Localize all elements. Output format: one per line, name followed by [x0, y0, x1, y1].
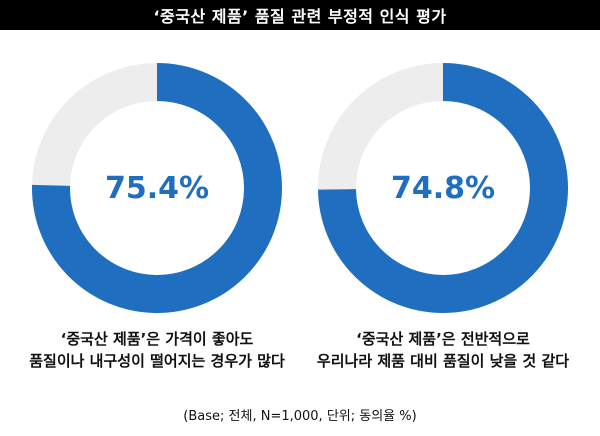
- donut-1-caption-line-1: ‘중국산 제품’은 가격이 좋아도: [60, 330, 254, 348]
- donut-1-value-label: 75.4%: [104, 170, 210, 206]
- donut-panel-overall-quality: 74.8% ‘중국산 제품’은 전반적으로 우리나라 제품 대비 품질이 낮을 …: [313, 58, 573, 370]
- donut-svg-2: [318, 63, 568, 313]
- donut-chart-1: 75.4%: [27, 58, 287, 318]
- donut-chart-2: 74.8%: [313, 58, 573, 318]
- donut-2-caption-line-1: ‘중국산 제품’은 전반적으로: [356, 330, 530, 348]
- donut-2-value-label: 74.8%: [390, 170, 496, 206]
- donut-1-remainder-slice: [32, 63, 158, 187]
- donut-1-agree-slice: [32, 63, 282, 313]
- base-note: (Base; 전체, N=1,000, 단위; 동의율 %): [183, 409, 417, 424]
- chart-title: ‘중국산 제품’ 품질 관련 부정적 인식 평가: [0, 0, 600, 30]
- donut-1-caption-line-2: 품질이나 내구성이 떨어지는 경우가 많다: [29, 352, 285, 370]
- donut-2-caption: ‘중국산 제품’은 전반적으로 우리나라 제품 대비 품질이 낮을 것 같다: [293, 328, 593, 372]
- donut-svg-1: [32, 63, 282, 313]
- donut-2-agree-slice: [318, 63, 568, 313]
- donut-panel-price-quality: 75.4% ‘중국산 제품’은 가격이 좋아도 품질이나 내구성이 떨어지는 경…: [27, 58, 287, 370]
- donut-2-remainder-slice: [318, 63, 444, 190]
- donut-2-caption-line-2: 우리나라 제품 대비 품질이 낮을 것 같다: [316, 352, 570, 370]
- donut-1-caption: ‘중국산 제품’은 가격이 좋아도 품질이나 내구성이 떨어지는 경우가 많다: [7, 328, 307, 372]
